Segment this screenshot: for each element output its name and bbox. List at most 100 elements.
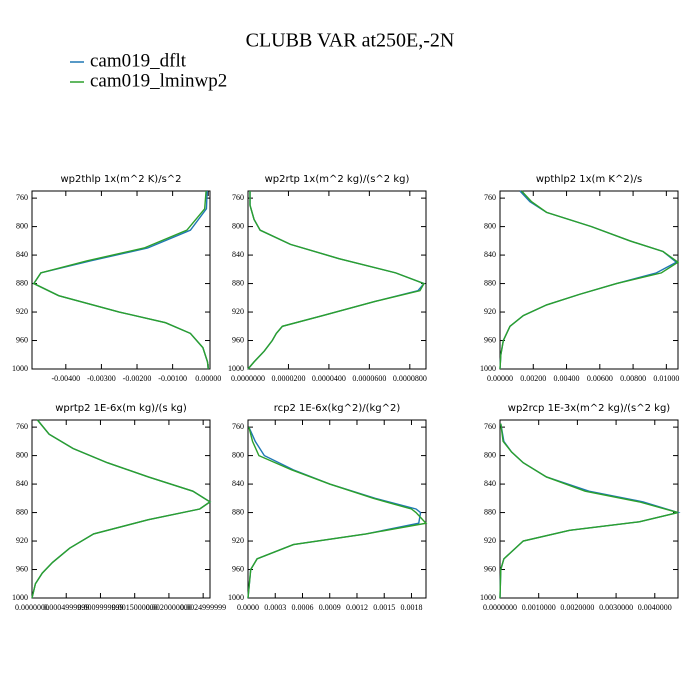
y-tick-label: 960 (16, 564, 28, 573)
y-tick-label: 920 (16, 307, 28, 316)
y-tick-label: 920 (484, 536, 496, 545)
panel-title: wpthlp2 1x(m K^2)/s (536, 174, 642, 185)
x-tick-label: 0.0009999999 (77, 603, 123, 612)
plot-frame (31, 419, 211, 599)
x-tick-label: 0.0015 (373, 603, 395, 612)
y-tick-label: 920 (232, 307, 244, 316)
x-tick-label: 0.0004999999 (43, 603, 89, 612)
x-tick-label: -0.00200 (123, 374, 152, 383)
x-tick-label: 0.0000000 (231, 374, 265, 383)
y-tick-label: 880 (232, 278, 244, 287)
y-tick-label: 880 (484, 278, 496, 287)
x-tick-label: -0.00300 (87, 374, 116, 383)
x-tick-label: 0.0015000000 (112, 603, 158, 612)
y-tick-label: 1000 (228, 593, 244, 602)
x-tick-label: 0.0000000 (483, 603, 517, 612)
y-tick-label: 760 (484, 193, 496, 202)
x-tick-label: 0.0024999999 (180, 603, 226, 612)
y-tick-label: 840 (232, 250, 244, 259)
y-tick-label: 960 (232, 564, 244, 573)
profile-line (32, 190, 209, 370)
y-tick-label: 840 (232, 479, 244, 488)
x-tick-label: 0.0040000 (638, 603, 672, 612)
x-tick-label: 0.00600 (587, 374, 613, 383)
panel-title: wp2rtp 1x(m^2 kg)/(s^2 kg) (265, 174, 410, 185)
x-tick-label: 0.0000400 (312, 374, 346, 383)
x-tick-label: 0.0000200 (271, 374, 305, 383)
x-tick-label: 0.0010000 (522, 603, 556, 612)
x-tick-label: 0.0003 (264, 603, 286, 612)
profile-line (31, 419, 212, 599)
y-tick-label: 880 (232, 507, 244, 516)
y-tick-label: 840 (484, 479, 496, 488)
x-tick-label: 0.00400 (554, 374, 580, 383)
x-tick-label: 0.0000800 (393, 374, 427, 383)
y-tick-label: 840 (484, 250, 496, 259)
plot-frame (247, 419, 427, 599)
y-tick-label: 1000 (12, 593, 28, 602)
panel-title: wp2thlp 1x(m^2 K)/s^2 (60, 174, 181, 185)
y-tick-label: 800 (484, 450, 496, 459)
y-tick-label: 760 (16, 193, 28, 202)
y-tick-label: 840 (16, 250, 28, 259)
panel-title: wp2rcp 1E-3x(m^2 kg)/(s^2 kg) (508, 403, 671, 414)
y-tick-label: 960 (484, 564, 496, 573)
x-tick-label: 0.0000000 (15, 603, 49, 612)
y-tick-label: 840 (16, 479, 28, 488)
panel: rcp2 1E-6x(kg^2)/(kg^2) 760 800 840 880 920 96… (228, 403, 428, 612)
y-tick-label: 1000 (480, 364, 496, 373)
profile-line (499, 190, 680, 370)
x-tick-label: 0.0006 (291, 603, 313, 612)
y-tick-label: 800 (232, 450, 244, 459)
x-tick-label: 0.00000 (487, 374, 513, 383)
y-tick-label: 760 (232, 422, 244, 431)
y-tick-label: 800 (16, 221, 28, 230)
panel: wp2rcp 1E-3x(m^2 kg)/(s^2 kg) 760 800 840 88… (480, 403, 681, 612)
y-tick-label: 880 (16, 507, 28, 516)
x-tick-label: 0.0009 (319, 603, 341, 612)
x-tick-label: -0.00100 (158, 374, 187, 383)
x-tick-label: 0.0020000000 (146, 603, 192, 612)
y-tick-label: 920 (232, 536, 244, 545)
x-tick-label: 0.00200 (520, 374, 546, 383)
plot-frame (499, 190, 679, 370)
legend-label: cam019_lminwp2 (90, 70, 227, 91)
figure-title: CLUBB VAR at250E,-2N (246, 30, 455, 52)
panel: wp2thlp 1x(m^2 K)/s^2 760 800 840 880 920 960 1… (12, 174, 221, 383)
y-tick-label: 880 (16, 278, 28, 287)
y-tick-label: 880 (484, 507, 496, 516)
panel-title: wprtp2 1E-6x(m kg)/(s kg) (55, 403, 187, 414)
x-tick-label: 0.0030000 (599, 603, 633, 612)
x-tick-label: 0.0020000 (560, 603, 594, 612)
profile-line (499, 423, 679, 599)
x-tick-label: 0.0012 (346, 603, 368, 612)
y-tick-label: 1000 (228, 364, 244, 373)
x-tick-label: 0.0018 (400, 603, 422, 612)
profile-line (247, 426, 428, 599)
x-tick-label: 0.00000 (195, 374, 221, 383)
plot-frame (247, 190, 427, 370)
y-tick-label: 1000 (12, 364, 28, 373)
y-tick-label: 760 (484, 422, 496, 431)
x-tick-label: 0.0000 (237, 603, 259, 612)
y-tick-label: 760 (232, 193, 244, 202)
y-tick-label: 800 (484, 221, 496, 230)
y-tick-label: 800 (16, 450, 28, 459)
y-tick-label: 760 (16, 422, 28, 431)
legend-label: cam019_dflt (90, 50, 187, 71)
profile-line (247, 191, 425, 370)
panel: wpthlp2 1x(m K^2)/s 760 800 840 880 920 960 100… (480, 174, 679, 383)
plot-frame (499, 419, 679, 599)
y-tick-label: 960 (16, 335, 28, 344)
y-tick-label: 1000 (480, 593, 496, 602)
x-tick-label: 0.0000600 (352, 374, 386, 383)
y-tick-label: 960 (232, 335, 244, 344)
y-tick-label: 920 (16, 536, 28, 545)
x-tick-label: 0.00800 (620, 374, 646, 383)
x-tick-label: -0.00400 (51, 374, 80, 383)
y-tick-label: 960 (484, 335, 496, 344)
y-tick-label: 800 (232, 221, 244, 230)
x-tick-label: 0.01000 (653, 374, 679, 383)
